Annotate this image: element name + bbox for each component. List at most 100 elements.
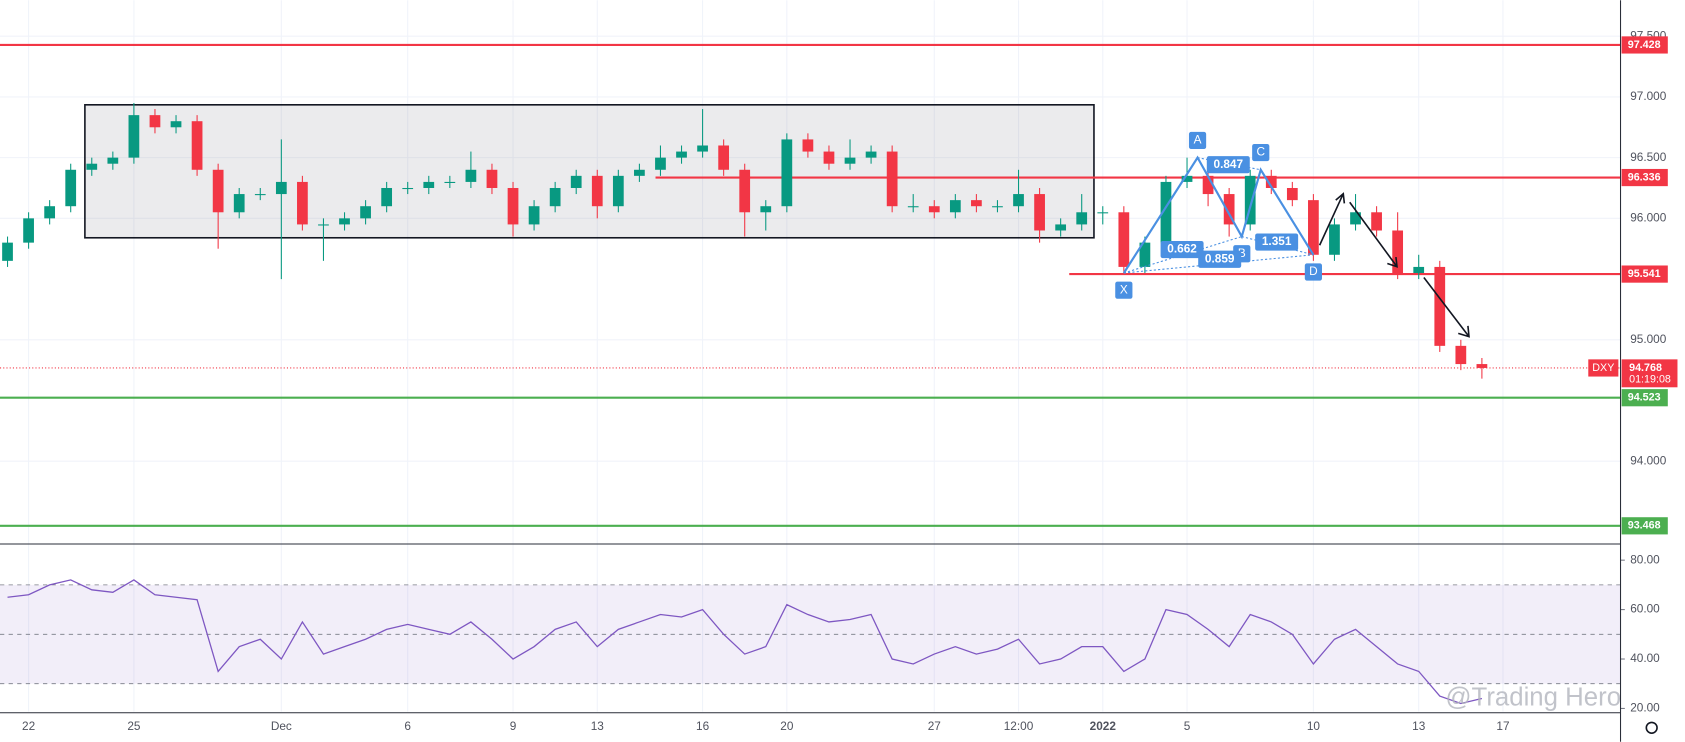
candle-body (254, 194, 266, 196)
candle-body (1265, 175, 1277, 188)
candle-body (191, 121, 203, 170)
settings-icon[interactable] (1645, 721, 1658, 734)
candle-body (591, 175, 603, 207)
candle-body (718, 145, 730, 170)
candle-body (570, 175, 582, 188)
level-tag-label: 95.541 (1628, 268, 1661, 280)
last-price-label: 94.768 (1629, 362, 1662, 374)
candle-body (949, 200, 961, 213)
symbol-tag (1588, 359, 1619, 377)
candle-body (992, 206, 1003, 208)
pattern-point-label: X (1120, 282, 1128, 296)
y-tick-label: 95.000 (1630, 332, 1667, 346)
x-tick-label: 12:00 (1004, 719, 1034, 733)
price-pane: X A B C D 0.847 0.662 0.859 1.351 (0, 43, 1621, 527)
candle-body (634, 169, 645, 176)
x-tick-label: 9 (510, 719, 517, 733)
rsi-tick-label: 60.00 (1630, 602, 1660, 616)
pattern-ratio-label: 0.859 (1205, 251, 1235, 265)
x-tick-label: 25 (127, 719, 141, 733)
candle-body (1455, 345, 1467, 365)
symbol-label: DXY (1592, 362, 1614, 374)
pattern-ratio-label: 1.351 (1262, 234, 1292, 248)
candle-body (549, 187, 561, 207)
level-tag-label: 94.523 (1628, 392, 1661, 404)
y-tick-label: 96.000 (1630, 210, 1667, 224)
arrow-down (1349, 201, 1398, 268)
candle-body (676, 151, 687, 158)
candle-body (781, 139, 793, 207)
pattern-ratio-tag (1198, 250, 1242, 268)
candle-body (1308, 200, 1319, 255)
candle-body (107, 157, 119, 164)
candle-body (1371, 212, 1382, 231)
candle-body (1413, 266, 1425, 273)
candle-body (655, 157, 666, 170)
candle-body (23, 218, 34, 243)
arrow-down (1423, 277, 1470, 338)
candle-body (1055, 224, 1067, 231)
candle-body (318, 224, 329, 226)
pattern-ratio-tag (1160, 240, 1204, 259)
candle-body (1160, 181, 1172, 243)
candle-body (1181, 175, 1193, 182)
pattern-point-tag (1304, 263, 1322, 281)
candle-body (1392, 230, 1404, 273)
candle-body (1350, 212, 1361, 225)
candle-body (1286, 187, 1298, 201)
pattern-point-tag (1188, 131, 1207, 150)
candle-body (423, 181, 435, 188)
level-tag-label: 93.468 (1628, 520, 1661, 532)
candle-body (465, 169, 477, 182)
pattern-ratio-tag (1206, 156, 1250, 174)
candle-body (739, 169, 751, 213)
candle-body (802, 139, 814, 152)
level-tag (1621, 168, 1668, 187)
pattern-legs (1122, 155, 1315, 274)
candle-body (149, 115, 161, 128)
level-tag-label: 97.428 (1628, 39, 1661, 51)
x-tick-label: 22 (22, 719, 35, 733)
level-tag (1621, 265, 1668, 283)
candle-body (1097, 212, 1109, 214)
x-tick-label: Dec (271, 719, 292, 733)
pattern-ratio-line (1241, 236, 1314, 256)
candle-body (65, 169, 77, 207)
candle-body (444, 181, 456, 183)
candle-body (907, 206, 919, 208)
x-tick-label: 2022 (1090, 719, 1117, 733)
last-price-tag (1621, 359, 1678, 388)
rsi-line (7, 579, 1483, 705)
pattern-point-label: D (1309, 264, 1318, 278)
candle-body (760, 206, 772, 213)
x-tick-label: 10 (1307, 719, 1321, 733)
level-tag (1621, 517, 1668, 535)
candle-body (1434, 266, 1446, 346)
pattern-point-tag (1252, 143, 1270, 162)
pattern-ratio-label: 0.847 (1214, 157, 1244, 171)
arrow-up (1318, 192, 1346, 246)
candle-body (2, 242, 13, 261)
candle-body (1223, 194, 1235, 225)
pattern-ratio-label: 0.662 (1167, 242, 1197, 256)
rsi-pane (0, 559, 1625, 709)
pattern-ratio-tag (1255, 233, 1299, 251)
candle-body (1244, 175, 1256, 225)
candle-body (1329, 224, 1340, 255)
candle-body (402, 187, 414, 190)
candle-body (844, 157, 856, 164)
candle-body (233, 194, 245, 213)
candle-body (275, 181, 287, 195)
y-tick-label: 97.000 (1630, 89, 1667, 103)
candle-body (44, 206, 56, 219)
level-tag (1621, 389, 1668, 407)
x-tick-label: 17 (1496, 719, 1509, 733)
candle-body (971, 200, 982, 207)
candle-body (928, 206, 940, 213)
candle-body (1139, 242, 1151, 267)
candle-body (339, 218, 350, 225)
candle-body (1076, 212, 1088, 225)
pattern-point-tag (1115, 281, 1133, 299)
pattern-point-label: B (1238, 246, 1246, 260)
